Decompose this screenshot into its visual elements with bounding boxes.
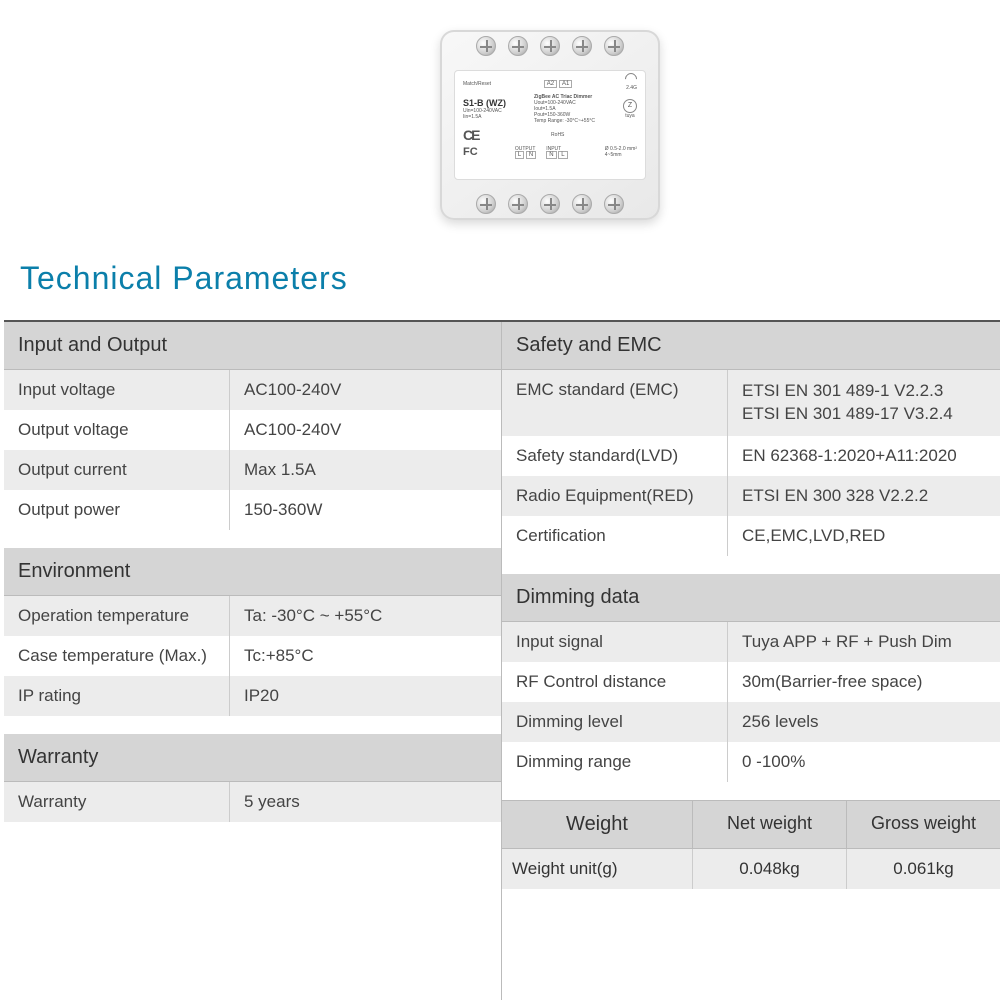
- table-row: Dimming range 0 -100%: [502, 742, 1000, 782]
- tuya-label: tuya: [625, 113, 634, 119]
- table-row: IP rating IP20: [4, 676, 501, 716]
- param-key: Output power: [4, 490, 229, 530]
- param-key: RF Control distance: [502, 662, 727, 702]
- param-key: Dimming level: [502, 702, 727, 742]
- param-key: EMC standard (EMC): [502, 370, 727, 436]
- spec-column-right: Safety and EMC EMC standard (EMC) ETSI E…: [502, 322, 1000, 1000]
- label-plate: Match/Reset A2 A1 2.4G S1-B (WZ) Uin=100…: [454, 70, 646, 180]
- section-header: Safety and EMC: [502, 322, 1000, 370]
- table-row: Certification CE,EMC,LVD,RED: [502, 516, 1000, 556]
- param-key: Input voltage: [4, 370, 229, 410]
- rohs-label: RoHS: [551, 132, 564, 138]
- ce-icon: CE: [463, 127, 478, 143]
- weight-header: Weight Net weight Gross weight: [502, 800, 1000, 849]
- param-key: Radio Equipment(RED): [502, 476, 727, 516]
- match-reset-label: Match/Reset: [463, 81, 491, 87]
- screw-icon: [476, 194, 496, 214]
- screw-icon: [604, 36, 624, 56]
- zigbee-icon: Z: [623, 99, 637, 113]
- section-header: Environment: [4, 548, 501, 596]
- fc-icon: FC: [463, 146, 478, 158]
- param-value: AC100-240V: [229, 370, 501, 410]
- in-n: N: [546, 151, 556, 159]
- screw-icon: [476, 36, 496, 56]
- param-value: EN 62368-1:2020+A11:2020: [727, 436, 1000, 476]
- a1-label: A1: [559, 80, 572, 88]
- param-key: Output voltage: [4, 410, 229, 450]
- param-value: 5 years: [229, 782, 501, 822]
- param-key: Certification: [502, 516, 727, 556]
- weight-unit-label: Weight unit(g): [502, 849, 692, 889]
- param-key: IP rating: [4, 676, 229, 716]
- model-label: S1-B (WZ): [463, 98, 506, 108]
- param-value: ETSI EN 300 328 V2.2.2: [727, 476, 1000, 516]
- screw-icon: [572, 194, 592, 214]
- table-row: Output current Max 1.5A: [4, 450, 501, 490]
- gross-weight-header: Gross weight: [846, 801, 1000, 848]
- table-row: Input signal Tuya APP + RF + Push Dim: [502, 622, 1000, 662]
- weight-title: Weight: [502, 801, 692, 848]
- net-weight-value: 0.048kg: [692, 849, 846, 889]
- table-row: Warranty 5 years: [4, 782, 501, 822]
- table-row: EMC standard (EMC) ETSI EN 301 489-1 V2.…: [502, 370, 1000, 436]
- param-value: 256 levels: [727, 702, 1000, 742]
- table-row: Output voltage AC100-240V: [4, 410, 501, 450]
- section-header: Input and Output: [4, 322, 501, 370]
- param-value: CE,EMC,LVD,RED: [727, 516, 1000, 556]
- table-row: Safety standard(LVD) EN 62368-1:2020+A11…: [502, 436, 1000, 476]
- terminal-row-bottom: [440, 194, 660, 214]
- strip-label: 4~5mm: [605, 152, 622, 158]
- param-key: Output current: [4, 450, 229, 490]
- spec-column-left: Input and Output Input voltage AC100-240…: [4, 322, 502, 1000]
- iin-label: Iin=1.5A: [463, 114, 482, 120]
- screw-icon: [540, 194, 560, 214]
- net-weight-header: Net weight: [692, 801, 846, 848]
- screw-icon: [572, 36, 592, 56]
- section-header: Warranty: [4, 734, 501, 782]
- param-value: Max 1.5A: [229, 450, 501, 490]
- temp-label: Temp Range: -30°C~+55°C: [534, 118, 595, 124]
- table-row: Input voltage AC100-240V: [4, 370, 501, 410]
- screw-icon: [540, 36, 560, 56]
- terminal-row-top: [440, 36, 660, 56]
- screw-icon: [508, 194, 528, 214]
- a2-label: A2: [544, 80, 557, 88]
- screw-icon: [604, 194, 624, 214]
- table-row: Operation temperature Ta: -30°C ~ +55°C: [4, 596, 501, 636]
- param-value: ETSI EN 301 489-1 V2.2.3ETSI EN 301 489-…: [727, 370, 1000, 436]
- param-key: Operation temperature: [4, 596, 229, 636]
- param-key: Input signal: [502, 622, 727, 662]
- gross-weight-value: 0.061kg: [846, 849, 1000, 889]
- table-row: RF Control distance 30m(Barrier-free spa…: [502, 662, 1000, 702]
- table-row: Case temperature (Max.) Tc:+85°C: [4, 636, 501, 676]
- table-row: Dimming level 256 levels: [502, 702, 1000, 742]
- out-l: L: [515, 151, 524, 159]
- param-value: Ta: -30°C ~ +55°C: [229, 596, 501, 636]
- band-label: 2.4G: [626, 85, 637, 91]
- screw-icon: [508, 36, 528, 56]
- param-value: AC100-240V: [229, 410, 501, 450]
- param-value: 150-360W: [229, 490, 501, 530]
- section-header: Dimming data: [502, 574, 1000, 622]
- param-key: Warranty: [4, 782, 229, 822]
- weight-row: Weight unit(g) 0.048kg 0.061kg: [502, 849, 1000, 889]
- param-key: Case temperature (Max.): [4, 636, 229, 676]
- param-value: Tuya APP + RF + Push Dim: [727, 622, 1000, 662]
- param-value: Tc:+85°C: [229, 636, 501, 676]
- param-key: Dimming range: [502, 742, 727, 782]
- table-row: Radio Equipment(RED) ETSI EN 300 328 V2.…: [502, 476, 1000, 516]
- product-image: Match/Reset A2 A1 2.4G S1-B (WZ) Uin=100…: [440, 30, 670, 230]
- device-body: Match/Reset A2 A1 2.4G S1-B (WZ) Uin=100…: [440, 30, 660, 220]
- table-row: Output power 150-360W: [4, 490, 501, 530]
- param-value: 0 -100%: [727, 742, 1000, 782]
- wifi-icon: [625, 77, 637, 85]
- param-key: Safety standard(LVD): [502, 436, 727, 476]
- page-title: Technical Parameters: [20, 260, 348, 297]
- spec-table: Input and Output Input voltage AC100-240…: [4, 320, 1000, 1000]
- out-n: N: [526, 151, 536, 159]
- param-value: 30m(Barrier-free space): [727, 662, 1000, 702]
- in-l: L: [558, 151, 567, 159]
- param-value: IP20: [229, 676, 501, 716]
